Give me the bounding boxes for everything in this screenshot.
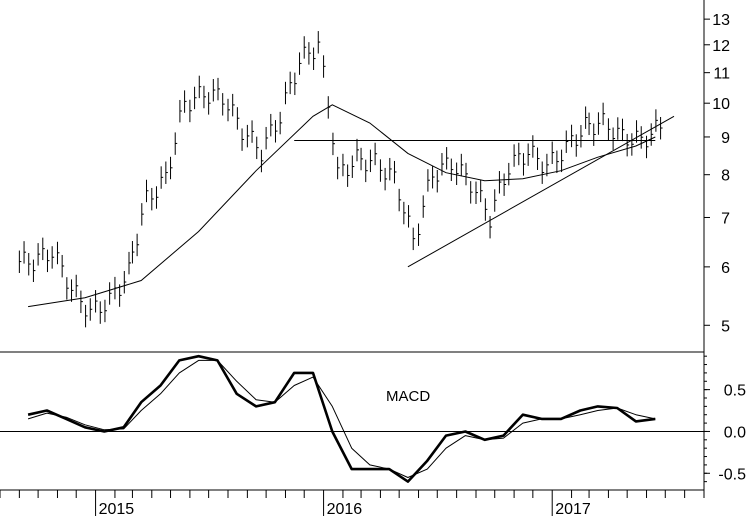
macd-panel <box>0 354 704 483</box>
price-y-tick-label: 12 <box>712 38 730 55</box>
macd-y-tick-label: 0.5 <box>724 383 746 400</box>
support-trendline <box>407 115 675 268</box>
x-tick-label: 2017 <box>555 501 591 518</box>
macd-y-tick-label: 0.0 <box>724 424 746 441</box>
price-y-tick-label: 6 <box>721 260 730 277</box>
x-tick-label: 2015 <box>99 501 135 518</box>
price-y-tick-label: 13 <box>712 12 730 29</box>
price-y-tick-label: 7 <box>721 210 730 227</box>
price-panel <box>18 31 675 328</box>
price-y-tick-label: 9 <box>721 130 730 147</box>
macd-title: MACD <box>386 388 430 405</box>
price-y-tick-label: 10 <box>712 96 730 113</box>
price-y-tick-label: 11 <box>713 66 730 83</box>
price-y-tick-label: 5 <box>721 318 730 335</box>
macd-signal-line <box>27 359 656 478</box>
price-y-tick-label: 8 <box>721 168 730 185</box>
moving-average-line <box>28 104 656 308</box>
x-tick-label: 2016 <box>327 501 363 518</box>
macd-y-tick-label: -0.5 <box>718 466 746 483</box>
